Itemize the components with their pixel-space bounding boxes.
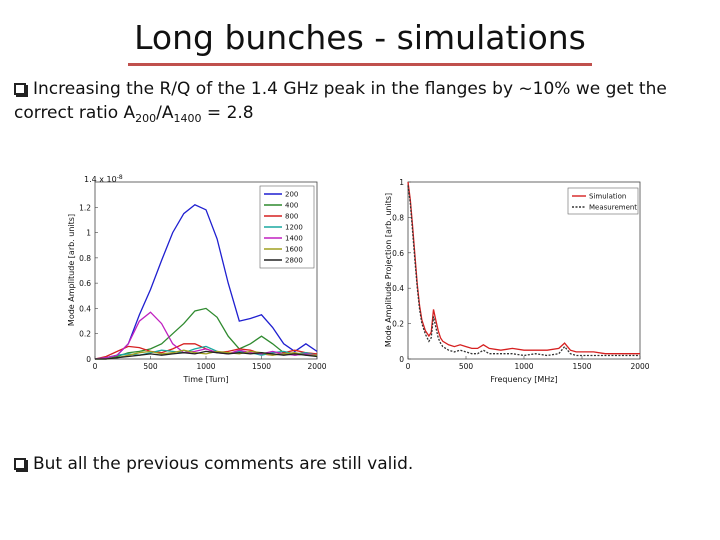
legend-entry: 1600 (285, 246, 303, 254)
bullet-1: Increasing the R/Q of the 1.4 GHz peak i… (14, 77, 704, 127)
series-line-simulation (407, 181, 640, 355)
y-tick-label: 1 (399, 178, 404, 187)
bullet-1-slash: /A (156, 103, 174, 123)
series-line-1400 (94, 311, 318, 360)
y-multiplier: 1.4 x 10-8 (84, 174, 123, 184)
x-tick-label: 1000 (514, 362, 533, 371)
x-axis-label: Frequency [MHz] (490, 375, 557, 384)
legend-box (567, 187, 639, 215)
subscript-1400: 1400 (173, 112, 202, 125)
y-tick-label: 0 (86, 355, 91, 364)
y-tick-label: 0.2 (79, 330, 91, 339)
x-tick-label: 1000 (196, 362, 215, 371)
bullet-1-ratio: = 2.8 (201, 103, 254, 123)
x-tick-label: 0 (406, 362, 411, 371)
slide-title: Long bunches - simulations (134, 18, 586, 57)
checkbox-bullet-icon (14, 83, 26, 95)
x-tick-label: 500 (143, 362, 158, 371)
legend-entry: 1200 (285, 224, 303, 232)
y-tick-label: 0 (399, 355, 404, 364)
x-axis-label: Time [Turn] (182, 375, 228, 384)
series-line-400 (95, 307, 318, 360)
y-tick-label: 0.8 (79, 254, 91, 263)
y-tick-label: 1 (86, 229, 91, 238)
bullet-1-text: Increasing the R/Q of the 1.4 GHz peak i… (14, 79, 667, 123)
y-axis-label: Mode Amplitude [arb. units] (67, 214, 76, 326)
mode-amplitude-time-chart: 0 0.2 0.4 0.6 0.8 1 1.2 0 500 1000 1500 2000 1.4 x… (67, 174, 327, 384)
series-line-200 (94, 204, 318, 360)
legend-entry: 800 (285, 213, 298, 221)
x-tick-label: 0 (93, 362, 98, 371)
y-tick-label: 0.8 (392, 213, 404, 222)
legend-entry: 1400 (285, 235, 303, 243)
y-tick-label: 1.2 (79, 203, 91, 212)
legend: 200 400 800 1200 1400 1600 2800 (259, 185, 315, 269)
legend-entry: Measurement (589, 204, 637, 212)
y-tick-label: 0.6 (79, 279, 91, 288)
y-tick-label: 0.4 (392, 284, 404, 293)
y-tick-label: 0.2 (392, 320, 404, 329)
legend-entry: 200 (285, 191, 298, 199)
legend-entry: 400 (285, 202, 298, 210)
x-tick-label: 1500 (252, 362, 271, 371)
mode-amplitude-frequency-chart: 0 0.2 0.4 0.6 0.8 1 0 500 1000 1500 2000 Frequenc… (384, 178, 650, 384)
series-line-measurement (407, 185, 640, 357)
title-underline (128, 63, 592, 66)
legend-entry: Simulation (589, 193, 626, 201)
x-tick-label: 2000 (630, 362, 649, 371)
y-tick-label: 0.4 (79, 304, 91, 313)
y-axis-label: Mode Amplitude Projection [arb. units] (384, 193, 393, 347)
subscript-200: 200 (135, 112, 157, 125)
bullet-2-text: But all the previous comments are still … (33, 454, 414, 474)
x-tick-label: 1500 (572, 362, 591, 371)
x-tick-label: 500 (459, 362, 474, 371)
legend: Simulation Measurement (567, 187, 639, 215)
legend-entry: 2800 (285, 257, 303, 265)
y-tick-label: 0.6 (392, 249, 404, 258)
bullet-2: But all the previous comments are still … (14, 452, 413, 476)
x-tick-label: 2000 (307, 362, 326, 371)
series-line-2800 (95, 350, 318, 360)
checkbox-bullet-icon (14, 458, 26, 470)
